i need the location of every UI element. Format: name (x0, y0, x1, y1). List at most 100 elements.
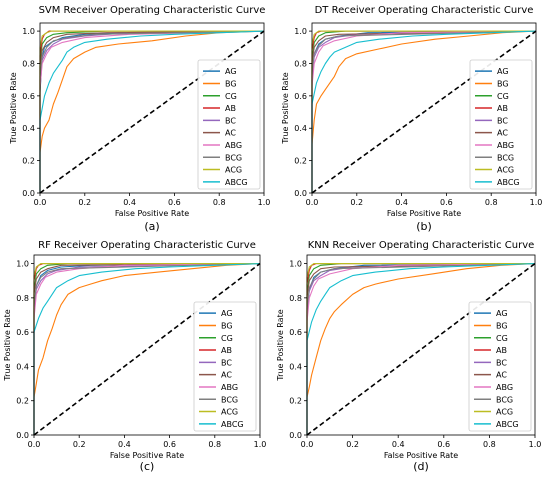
legend-label-abg: ABG (225, 141, 242, 150)
x-tick-label: 0.6 (437, 440, 450, 449)
x-axis-label: False Positive Rate (387, 209, 461, 218)
x-tick-label: 0.2 (73, 440, 86, 449)
roc-panel-2: RF Receiver Operating Characteristic Cur… (3, 240, 266, 473)
chance-diagonal-line (33, 262, 261, 436)
y-tick-label: 0.2 (294, 157, 307, 166)
y-tick-label: 0.6 (16, 328, 29, 337)
y-tick-label: 0.4 (289, 362, 302, 371)
roc-curve-bg (39, 30, 265, 193)
y-axis-label: True Positive Rate (3, 309, 12, 381)
legend-label-bg: BG (496, 321, 508, 330)
chance-diagonal-line (39, 30, 265, 194)
legend: AG BG CG AB BC AC ABG BCG ACG ABCG (197, 59, 261, 190)
x-tick-label: 0.0 (28, 440, 41, 449)
y-tick-label: 0.8 (294, 59, 307, 68)
legend-label-acg: ACG (497, 166, 514, 175)
roc-curve-bg (306, 263, 536, 435)
roc-panel-0: SVM Receiver Operating Characteristic Cu… (9, 5, 270, 233)
legend-label-acg: ACG (496, 408, 513, 417)
y-axis-label: True Positive Rate (9, 72, 18, 144)
legend-label-bc: BC (497, 116, 508, 125)
legend: AG BG CG AB BC AC ABG BCG ACG ABCG (468, 301, 532, 432)
legend-label-ab: AB (221, 346, 232, 355)
legend-label-bcg: BCG (497, 153, 514, 162)
x-tick-label: 0.4 (392, 440, 405, 449)
legend-label-bg: BG (225, 79, 237, 88)
legend-label-acg: ACG (221, 408, 238, 417)
legend-label-bcg: BCG (225, 153, 242, 162)
roc-curve-abg (39, 30, 265, 193)
legend-label-cg: CG (225, 92, 237, 101)
legend-label-ab: AB (225, 104, 236, 113)
legend: AG BG CG AB BC AC ABG BCG ACG ABCG (469, 59, 533, 190)
y-tick-label: 0.4 (22, 124, 35, 133)
x-tick-label: 0.4 (395, 198, 408, 207)
x-tick-label: 0.0 (306, 198, 319, 207)
x-tick-label: 0.6 (163, 440, 176, 449)
x-tick-label: 0.8 (213, 198, 226, 207)
legend-label-cg: CG (496, 334, 508, 343)
plot-frame (39, 22, 265, 194)
y-tick-label: 0.0 (22, 189, 35, 198)
y-tick-label: 0.4 (294, 124, 307, 133)
x-axis-label: False Positive Rate (110, 451, 184, 460)
x-tick-label: 0.6 (168, 198, 181, 207)
y-tick-label: 0.2 (22, 157, 35, 166)
legend-label-bg: BG (497, 79, 509, 88)
legend-label-ac: AC (497, 129, 508, 138)
roc-curve-abg (306, 263, 536, 435)
panel-caption: (a) (144, 220, 159, 233)
legend-label-ag: AG (221, 309, 233, 318)
legend-label-ac: AC (221, 371, 232, 380)
y-axis-label: True Positive Rate (276, 309, 285, 381)
y-tick-label: 0.2 (289, 397, 302, 406)
legend-label-acg: ACG (225, 166, 242, 175)
y-tick-label: 0.6 (289, 328, 302, 337)
x-tick-label: 0.0 (301, 440, 314, 449)
x-tick-label: 1.0 (530, 198, 543, 207)
legend-label-cg: CG (497, 92, 509, 101)
y-tick-label: 0.8 (16, 294, 29, 303)
legend-label-bg: BG (221, 321, 233, 330)
x-axis-label: False Positive Rate (115, 209, 189, 218)
roc-curve-abg (311, 30, 537, 193)
legend-label-abcg: ABCG (496, 420, 519, 429)
plot-frame (33, 254, 261, 436)
roc-curve-abcg (306, 263, 536, 435)
x-tick-label: 0.6 (440, 198, 453, 207)
panel-caption: (b) (416, 220, 432, 233)
y-tick-label: 0.2 (16, 397, 29, 406)
y-tick-label: 0.8 (289, 294, 302, 303)
legend-label-ac: AC (496, 371, 507, 380)
y-tick-label: 0.0 (294, 189, 307, 198)
chart-title: SVM Receiver Operating Characteristic Cu… (39, 5, 266, 16)
x-tick-label: 0.0 (34, 198, 47, 207)
chance-diagonal-line (311, 30, 537, 194)
legend-label-abcg: ABCG (221, 420, 244, 429)
x-tick-label: 0.4 (118, 440, 131, 449)
plot-frame (311, 22, 537, 194)
y-tick-label: 0.6 (22, 92, 35, 101)
y-tick-label: 1.0 (16, 260, 29, 269)
y-tick-label: 1.0 (289, 260, 302, 269)
roc-panel-3: KNN Receiver Operating Characteristic Cu… (276, 240, 541, 473)
roc-curve-bg (33, 263, 261, 435)
roc-curve-abcg (311, 30, 537, 193)
roc-panel-1: DT Receiver Operating Characteristic Cur… (281, 5, 542, 233)
x-tick-label: 1.0 (529, 440, 542, 449)
legend-label-bc: BC (496, 358, 507, 367)
chart-title: RF Receiver Operating Characteristic Cur… (38, 240, 256, 251)
legend-label-ab: AB (496, 346, 507, 355)
legend-label-ag: AG (496, 309, 508, 318)
chart-title: KNN Receiver Operating Characteristic Cu… (308, 240, 535, 251)
legend: AG BG CG AB BC AC ABG BCG ACG ABCG (193, 301, 257, 432)
legend-label-bc: BC (221, 358, 232, 367)
y-tick-label: 0.0 (16, 431, 29, 440)
roc-curve-abg (33, 263, 261, 435)
legend-label-ag: AG (497, 67, 509, 76)
legend-label-bcg: BCG (221, 395, 238, 404)
roc-curve-abcg (33, 263, 261, 435)
panel-caption: (c) (140, 460, 155, 473)
legend-label-ab: AB (497, 104, 508, 113)
legend-label-ag: AG (225, 67, 237, 76)
